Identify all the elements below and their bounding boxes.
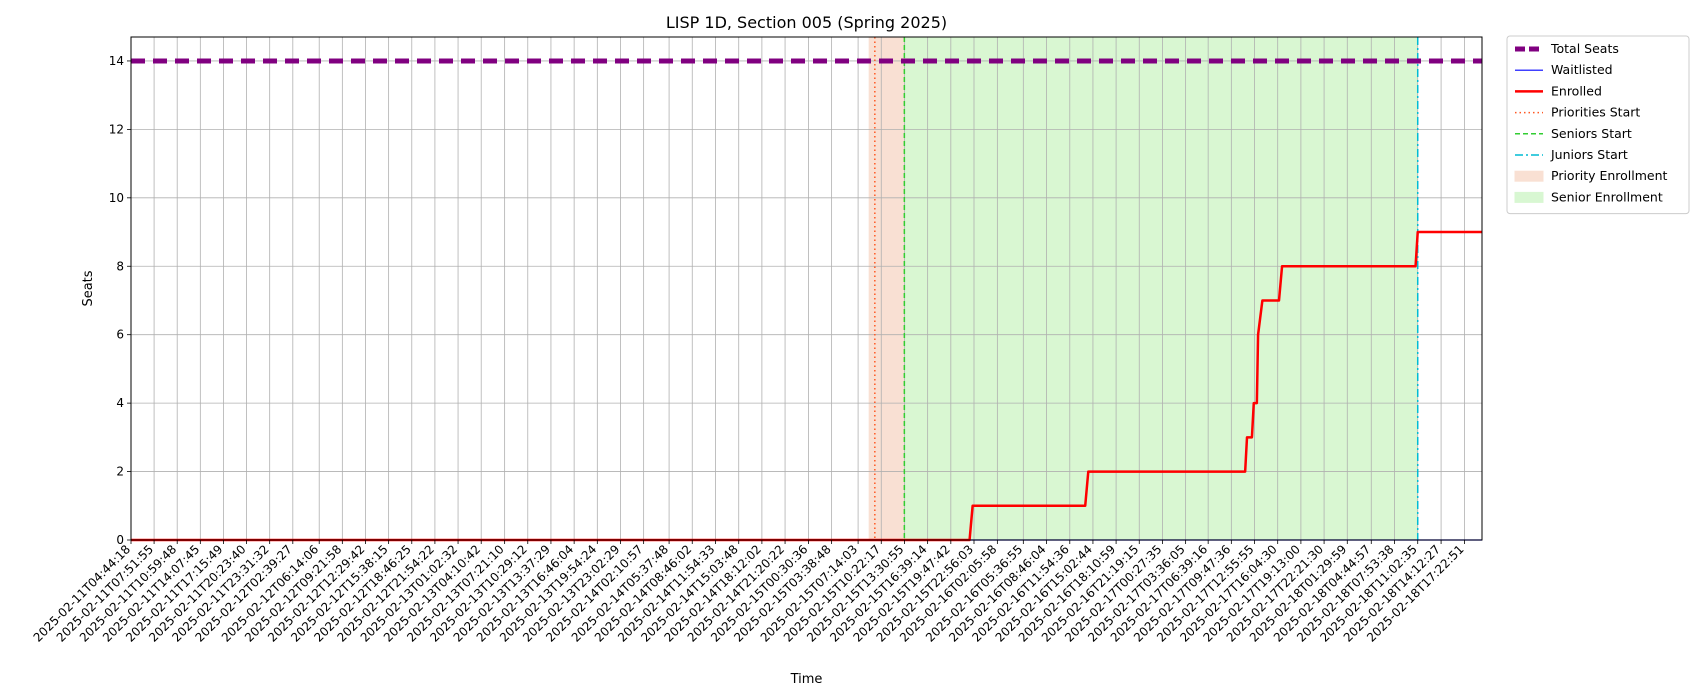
plot-frame xyxy=(130,36,1483,541)
legend-box xyxy=(1506,35,1690,215)
y-tick-label-3: 6 xyxy=(116,328,124,342)
span-1 xyxy=(904,37,1418,540)
x-axis-ticks: 2025-02-11T04:44:182025-02-11T07:51:5520… xyxy=(31,540,1467,645)
legend-label-enrolled: Enrolled xyxy=(1551,83,1602,98)
legend-label-priorities-start: Priorities Start xyxy=(1551,105,1640,120)
legend-label-waitlisted: Waitlisted xyxy=(1551,62,1613,77)
y-tick-label-1: 2 xyxy=(116,465,124,479)
y-tick-label-6: 12 xyxy=(109,122,124,136)
span-0 xyxy=(868,37,905,540)
x-axis-label: Time xyxy=(790,672,823,687)
series-enrolled xyxy=(131,230,1482,542)
chart-title: LISP 1D, Section 005 (Spring 2025) xyxy=(666,13,947,32)
y-axis-label: Seats xyxy=(81,270,96,306)
legend-label-juniors-start: Juniors Start xyxy=(1550,147,1628,162)
legend-label-senior-enrollment: Senior Enrollment xyxy=(1551,189,1663,204)
legend-label-total-seats: Total Seats xyxy=(1550,41,1619,56)
y-tick-label-2: 4 xyxy=(116,396,124,410)
y-tick-label-0: 0 xyxy=(116,533,124,547)
legend-swatch-priority-enrollment xyxy=(1514,170,1544,182)
legend-swatch-senior-enrollment xyxy=(1514,191,1544,203)
y-tick-label-5: 10 xyxy=(109,191,124,205)
y-tick-label-7: 14 xyxy=(109,54,124,68)
phase-start-lines xyxy=(874,37,1419,540)
y-tick-label-4: 8 xyxy=(116,259,124,273)
legend-label-priority-enrollment: Priority Enrollment xyxy=(1551,168,1668,183)
legend: Total Seats Waitlisted Enrolled Priorities … xyxy=(1506,35,1690,215)
legend-label-seniors-start: Seniors Start xyxy=(1551,126,1632,141)
shaded-spans xyxy=(868,37,1418,540)
y-axis-ticks: 0 2 4 6 8 10 12 14 xyxy=(109,54,131,547)
